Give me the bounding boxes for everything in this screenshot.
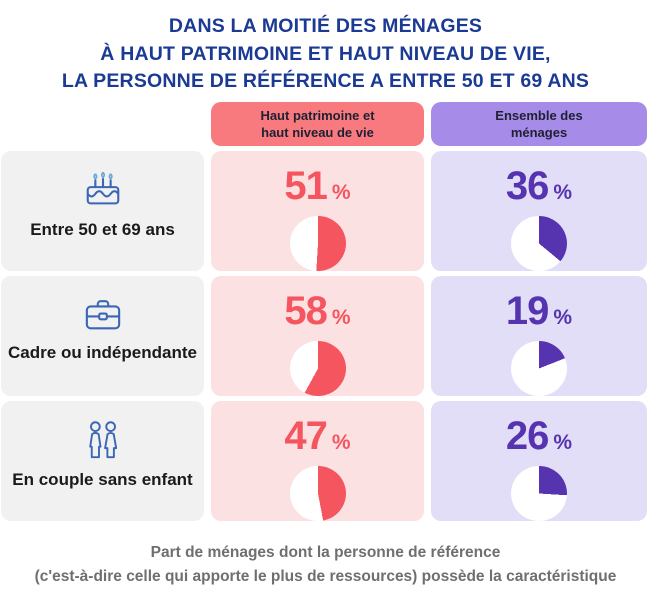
footnote-line-2: (c'est-à-dire celle qui apporte le plus … [34, 568, 617, 586]
percent-value: 26 % [506, 414, 572, 459]
stat-cell-couple-haut-patrimoine: 47 % [211, 401, 424, 522]
column-header-label: ménages [510, 125, 568, 141]
percent-number: 19 [505, 289, 549, 334]
percent-sign: % [553, 181, 573, 205]
column-header-label: Ensemble des [495, 107, 583, 123]
pie-chart-cadre-haut-patrimoine [289, 341, 346, 397]
stats-table: Haut patrimoine et haut niveau de vie En… [1, 102, 647, 522]
page-title: DANS LA MOITIÉ DES MÉNAGES À HAUT PATRIM… [0, 0, 651, 96]
stat-cell-couple-ensemble: 26 % [431, 401, 647, 522]
pie-chart-age-ensemble [511, 216, 567, 272]
percent-sign: % [331, 306, 351, 330]
pie-chart-couple-ensemble [511, 466, 567, 522]
percent-number: 51 [284, 164, 327, 209]
column-header-label: haut niveau de vie [261, 125, 374, 141]
percent-number: 58 [284, 289, 327, 334]
row-label: Cadre ou indépendante [8, 342, 197, 362]
couple-icon [82, 419, 124, 461]
percent-number: 47 [284, 414, 327, 459]
pie-chart-couple-haut-patrimoine [289, 466, 346, 522]
row-label: En couple sans enfant [12, 469, 193, 489]
row-label: Entre 50 et 69 ans [30, 219, 175, 239]
row-label-cell-age: Entre 50 et 69 ans [1, 151, 204, 272]
stat-cell-cadre-haut-patrimoine: 58 % [211, 276, 424, 397]
percent-value: 51 % [284, 164, 350, 209]
stat-cell-cadre-ensemble: 19 % [431, 276, 647, 397]
percent-number: 26 [505, 414, 549, 459]
percent-sign: % [553, 306, 573, 330]
column-header-ensemble-menages: Ensemble des ménages [431, 102, 647, 147]
birthday-cake-icon [80, 169, 126, 211]
pie-chart-cadre-ensemble [511, 341, 567, 397]
percent-sign: % [331, 181, 351, 205]
pie-chart-age-haut-patrimoine [289, 216, 346, 272]
header-spacer [1, 102, 204, 146]
percent-value: 47 % [284, 414, 350, 459]
percent-value: 36 % [506, 164, 572, 209]
briefcase-icon [80, 296, 126, 334]
title-line-1: DANS LA MOITIÉ DES MÉNAGES [168, 15, 483, 37]
percent-number: 36 [505, 164, 549, 209]
column-header-haut-patrimoine: Haut patrimoine et haut niveau de vie [211, 102, 424, 147]
percent-sign: % [553, 431, 573, 455]
title-line-3: LA PERSONNE DE RÉFÉRENCE A ENTRE 50 ET 6… [61, 70, 590, 93]
row-label-cell-couple: En couple sans enfant [1, 401, 204, 522]
stat-cell-age-ensemble: 36 % [431, 151, 647, 272]
footnote: Part de ménages dont la personne de réfé… [0, 541, 651, 589]
footnote-line-1: Part de ménages dont la personne de réfé… [150, 544, 501, 562]
stat-cell-age-haut-patrimoine: 51 % [211, 151, 424, 272]
row-label-cell-cadre: Cadre ou indépendante [1, 276, 204, 397]
column-header-label: Haut patrimoine et [260, 107, 375, 123]
percent-sign: % [331, 431, 351, 455]
percent-value: 19 % [506, 289, 572, 334]
percent-value: 58 % [284, 289, 350, 334]
title-line-2: À HAUT PATRIMOINE ET HAUT NIVEAU DE VIE, [100, 42, 551, 65]
